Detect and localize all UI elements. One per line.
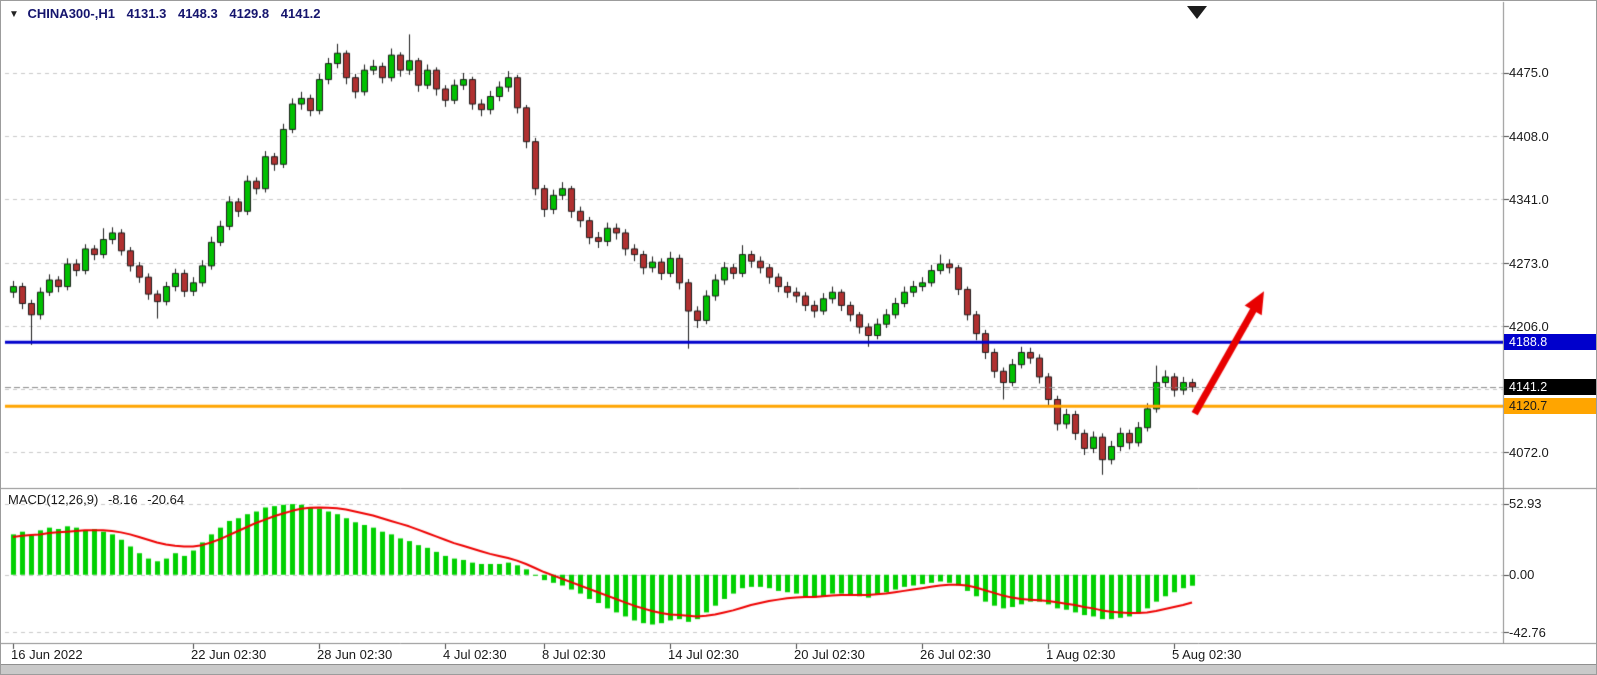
indicator-macd-value: -8.16 <box>107 492 138 507</box>
time-axis-label: 20 Jul 02:30 <box>794 647 865 662</box>
price-axis-label: 4273.0 <box>1509 255 1549 271</box>
time-axis-label: 1 Aug 02:30 <box>1046 647 1116 662</box>
time-axis-label: 16 Jun 2022 <box>11 647 83 662</box>
chart-header: ▼ CHINA300-,H1 4131.3 4148.3 4129.8 4141… <box>9 6 321 21</box>
symbol-dropdown-icon[interactable]: ▼ <box>9 9 19 20</box>
price-badge-resistance: 4188.8 <box>1504 334 1596 351</box>
time-axis-label: 5 Aug 02:30 <box>1172 647 1242 662</box>
symbol-label: CHINA300-,H1 <box>27 6 115 21</box>
price-axis-label: 4475.0 <box>1509 65 1549 81</box>
macd-axis-label: 52.93 <box>1509 496 1542 512</box>
window-bottom-edge <box>1 664 1596 674</box>
time-axis-label: 28 Jun 02:30 <box>317 647 393 662</box>
time-axis-label: 8 Jul 02:30 <box>542 647 606 662</box>
ohlc-low: 4129.8 <box>229 6 270 21</box>
indicator-name: MACD(12,26,9) <box>8 492 99 507</box>
ohlc-open: 4131.3 <box>126 6 167 21</box>
price-badge-support: 4120.7 <box>1504 398 1596 415</box>
time-axis-label: 4 Jul 02:30 <box>443 647 507 662</box>
ohlc-high: 4148.3 <box>177 6 218 21</box>
chart-shift-icon[interactable] <box>1187 6 1207 19</box>
time-axis-label: 22 Jun 02:30 <box>191 647 267 662</box>
macd-axis-label: 0.00 <box>1509 567 1535 583</box>
price-axis-label: 4206.0 <box>1509 318 1549 334</box>
price-axis-label: 4341.0 <box>1509 191 1549 207</box>
indicator-label: MACD(12,26,9) -8.16 -20.64 <box>8 492 184 507</box>
price-badge-current: 4141.2 <box>1504 379 1596 396</box>
price-axis-label: 4408.0 <box>1509 128 1549 144</box>
price-axis-label: 4072.0 <box>1509 444 1549 460</box>
indicator-signal-value: -20.64 <box>147 492 185 507</box>
ohlc-close: 4141.2 <box>280 6 321 21</box>
time-axis-label: 26 Jul 02:30 <box>920 647 991 662</box>
macd-axis-label: -42.76 <box>1509 624 1546 640</box>
time-axis-label: 14 Jul 02:30 <box>668 647 739 662</box>
panel-separator[interactable] <box>1 485 1596 492</box>
